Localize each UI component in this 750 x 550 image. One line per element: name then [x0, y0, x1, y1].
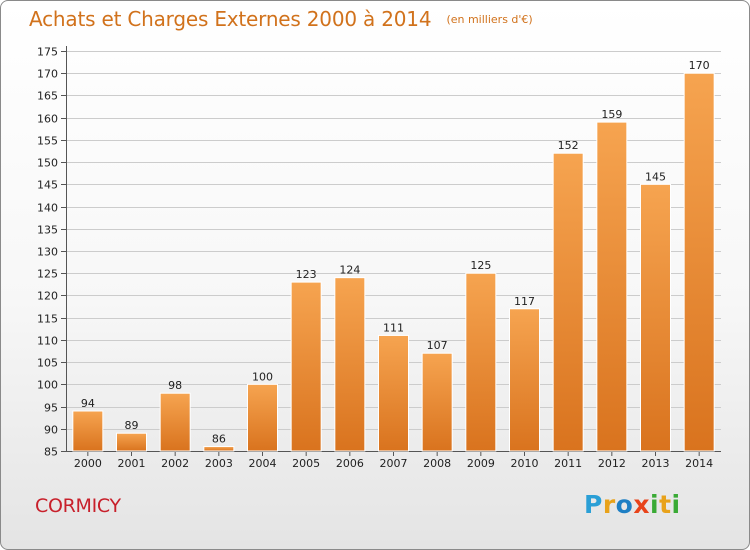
y-tick-label: 165	[37, 90, 58, 103]
x-tick-label: 2000	[74, 457, 102, 470]
value-label: 100	[252, 370, 273, 383]
x-tick-label: 2010	[511, 457, 539, 470]
x-tick-label: 2006	[336, 457, 364, 470]
y-tick-labels: 85 90 95 100 105 110 115 120 125 130 135 140 145 150 1…	[37, 46, 58, 459]
x-tick-label: 2013	[642, 457, 670, 470]
y-tick-label: 170	[37, 68, 58, 81]
x-tick-label: 2003	[205, 457, 233, 470]
y-tick-label: 140	[37, 202, 58, 215]
value-labels: 94 89 98 86 100 123 124 111 107 125 117 152 159 145 17…	[81, 59, 710, 445]
x-tick-label: 2005	[292, 457, 320, 470]
y-tick-label: 110	[37, 335, 58, 348]
value-label: 94	[81, 397, 95, 410]
logo-letter: P	[584, 490, 603, 519]
proxiti-logo: Proxiti	[584, 490, 681, 519]
y-tick-label: 145	[37, 179, 58, 192]
value-label: 124	[339, 264, 360, 277]
logo-letter: r	[602, 490, 616, 519]
y-tick-label: 95	[44, 402, 58, 415]
bar	[509, 308, 540, 452]
value-label: 117	[514, 295, 535, 308]
bar	[640, 183, 671, 452]
y-tick-label: 130	[37, 246, 58, 259]
value-label: 159	[601, 108, 622, 121]
value-label: 89	[125, 419, 139, 432]
bar	[421, 352, 453, 452]
x-tick-label: 2004	[249, 457, 277, 470]
value-label: 111	[383, 321, 404, 334]
value-label: 123	[296, 268, 317, 281]
x-tick-labels: 2000 2001 2002 2003 2004 2005 2006 2007 2008 2009…	[74, 457, 713, 470]
y-tick-label: 125	[37, 268, 58, 281]
y-tick-label: 160	[37, 113, 58, 126]
y-tick-label: 115	[37, 313, 58, 326]
logo-letter: i	[650, 490, 660, 519]
value-label: 152	[558, 139, 579, 152]
value-label: 86	[212, 433, 226, 446]
commune-name: CORMICY	[35, 495, 121, 517]
value-label: 145	[645, 170, 666, 183]
value-label: 107	[427, 339, 448, 352]
x-tick-label: 2012	[598, 457, 626, 470]
bar	[247, 383, 278, 452]
x-tick-label: 2011	[554, 457, 582, 470]
chart-subtitle: (en milliers d'€)	[446, 13, 533, 26]
x-tick-label: 2009	[467, 457, 495, 470]
value-label: 98	[168, 379, 182, 392]
logo-letter: t	[659, 490, 672, 519]
y-tick-label: 105	[37, 357, 58, 370]
x-tick-label: 2002	[161, 457, 189, 470]
x-tick-label: 2001	[118, 457, 146, 470]
chart-title-block: Achats et Charges Externes 2000 à 2014 (…	[29, 7, 533, 31]
bar	[334, 277, 366, 452]
bar	[465, 272, 497, 452]
bar	[552, 152, 584, 452]
y-tick-label: 155	[37, 135, 58, 148]
bar	[683, 72, 715, 452]
x-tick-label: 2007	[380, 457, 408, 470]
bar	[203, 446, 235, 452]
y-tick-label: 150	[37, 157, 58, 170]
y-tick-label: 120	[37, 290, 58, 303]
logo-letter: o	[615, 490, 634, 519]
bar	[116, 432, 147, 452]
value-label: 170	[689, 59, 710, 72]
bar	[72, 410, 104, 452]
value-label: 125	[470, 259, 491, 272]
y-tick-label: 100	[37, 379, 58, 392]
x-tick-label: 2014	[685, 457, 713, 470]
y-tick-label: 135	[37, 224, 58, 237]
y-tick-label: 85	[44, 446, 58, 459]
logo-letter: i	[671, 490, 681, 519]
logo-letter: x	[633, 490, 650, 519]
y-tick-label: 90	[44, 424, 58, 437]
chart-title: Achats et Charges Externes 2000 à 2014	[29, 7, 432, 31]
bars	[72, 72, 715, 452]
x-tick-label: 2008	[423, 457, 451, 470]
bar	[596, 121, 628, 452]
bar	[290, 281, 322, 452]
bar	[378, 334, 409, 452]
bar	[159, 392, 191, 452]
y-tick-label: 175	[37, 46, 58, 59]
